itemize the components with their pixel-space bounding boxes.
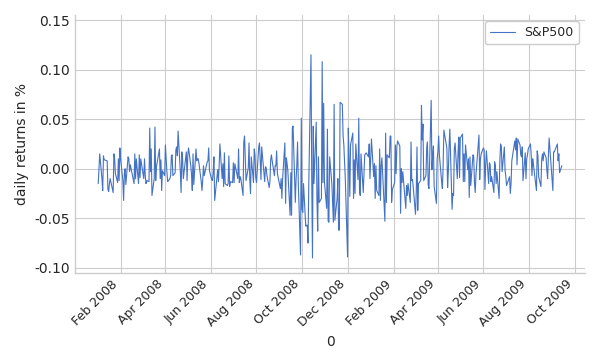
X-axis label: 0: 0 (326, 335, 334, 349)
Legend: S&P500: S&P500 (485, 21, 579, 44)
Y-axis label: daily returns in %: daily returns in % (15, 83, 29, 205)
Line: S&P500: S&P500 (98, 55, 562, 258)
